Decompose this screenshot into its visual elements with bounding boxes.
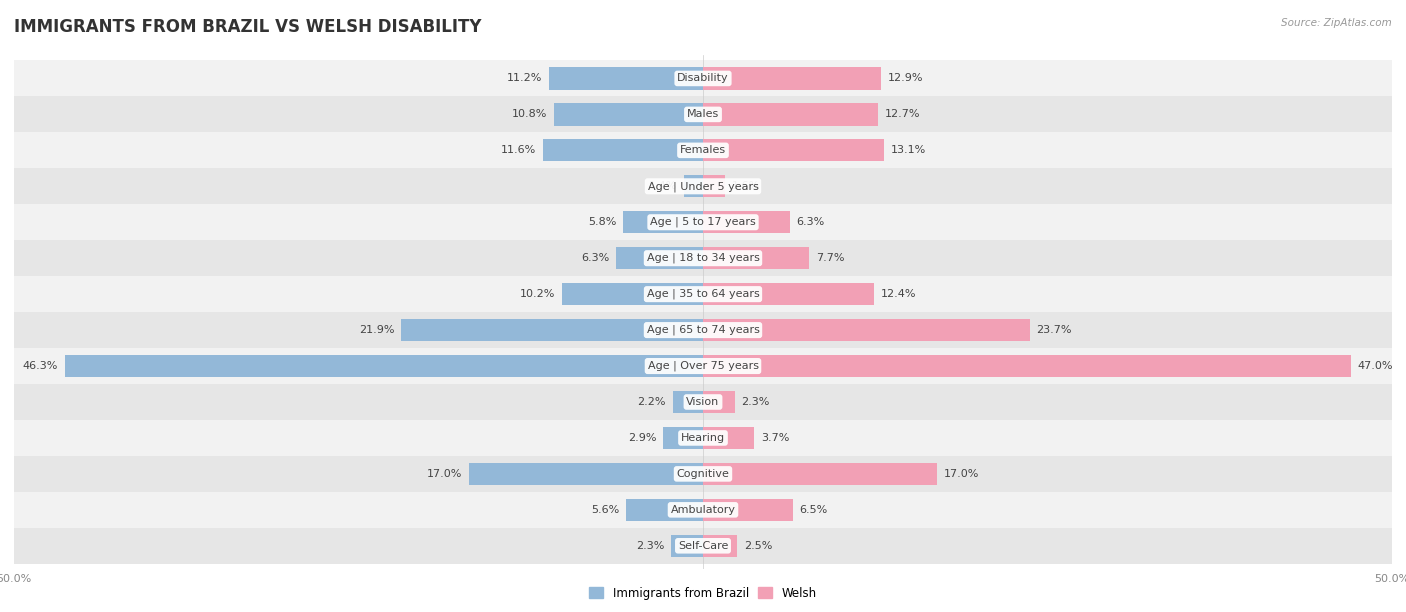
Bar [664, 427, 703, 449]
Text: Age | 18 to 34 years: Age | 18 to 34 years [647, 253, 759, 263]
Text: 5.8%: 5.8% [588, 217, 616, 227]
Text: Vision: Vision [686, 397, 720, 407]
Text: Cognitive: Cognitive [676, 469, 730, 479]
Text: Age | 35 to 64 years: Age | 35 to 64 years [647, 289, 759, 299]
Bar [14, 241, 1392, 276]
Bar [14, 456, 1392, 492]
Bar [562, 283, 703, 305]
Bar [703, 67, 880, 89]
Text: 3.7%: 3.7% [761, 433, 789, 443]
Text: 13.1%: 13.1% [890, 145, 925, 155]
Bar [703, 499, 793, 521]
Bar [14, 132, 1392, 168]
Bar [626, 499, 703, 521]
Text: IMMIGRANTS FROM BRAZIL VS WELSH DISABILITY: IMMIGRANTS FROM BRAZIL VS WELSH DISABILI… [14, 18, 482, 36]
Text: Self-Care: Self-Care [678, 541, 728, 551]
Bar [703, 211, 790, 233]
Bar [672, 391, 703, 413]
Text: 47.0%: 47.0% [1358, 361, 1393, 371]
Bar [401, 319, 703, 341]
Bar [543, 139, 703, 162]
Bar [703, 355, 1351, 377]
Text: 21.9%: 21.9% [359, 325, 394, 335]
Bar [703, 283, 875, 305]
Text: Ambulatory: Ambulatory [671, 505, 735, 515]
Text: Females: Females [681, 145, 725, 155]
Text: Disability: Disability [678, 73, 728, 83]
Bar [671, 535, 703, 557]
Text: 1.6%: 1.6% [733, 181, 761, 192]
Bar [14, 492, 1392, 528]
Bar [14, 97, 1392, 132]
Bar [683, 175, 703, 198]
Text: 10.2%: 10.2% [520, 289, 555, 299]
Bar [14, 348, 1392, 384]
Bar [703, 427, 754, 449]
Text: 17.0%: 17.0% [945, 469, 980, 479]
Text: Males: Males [688, 110, 718, 119]
Text: 2.2%: 2.2% [637, 397, 666, 407]
Text: 2.3%: 2.3% [636, 541, 665, 551]
Text: 11.6%: 11.6% [501, 145, 536, 155]
Text: 12.7%: 12.7% [884, 110, 921, 119]
Text: 7.7%: 7.7% [815, 253, 845, 263]
Text: 12.9%: 12.9% [887, 73, 924, 83]
Bar [703, 391, 735, 413]
Text: 11.2%: 11.2% [506, 73, 541, 83]
Text: Age | Under 5 years: Age | Under 5 years [648, 181, 758, 192]
Text: 46.3%: 46.3% [22, 361, 58, 371]
Bar [554, 103, 703, 125]
Bar [703, 463, 938, 485]
Text: 17.0%: 17.0% [426, 469, 461, 479]
Bar [703, 247, 808, 269]
Text: 6.5%: 6.5% [800, 505, 828, 515]
Text: Age | 65 to 74 years: Age | 65 to 74 years [647, 325, 759, 335]
Bar [703, 103, 877, 125]
Bar [703, 535, 738, 557]
Bar [14, 204, 1392, 241]
Bar [703, 175, 725, 198]
Text: 1.4%: 1.4% [648, 181, 676, 192]
Bar [548, 67, 703, 89]
Bar [14, 420, 1392, 456]
Text: 2.3%: 2.3% [741, 397, 770, 407]
Text: Age | 5 to 17 years: Age | 5 to 17 years [650, 217, 756, 228]
Text: 23.7%: 23.7% [1036, 325, 1071, 335]
Text: Source: ZipAtlas.com: Source: ZipAtlas.com [1281, 18, 1392, 28]
Bar [703, 319, 1029, 341]
Legend: Immigrants from Brazil, Welsh: Immigrants from Brazil, Welsh [585, 582, 821, 605]
Text: 6.3%: 6.3% [581, 253, 609, 263]
Text: Hearing: Hearing [681, 433, 725, 443]
Text: 12.4%: 12.4% [880, 289, 917, 299]
Text: 5.6%: 5.6% [591, 505, 619, 515]
Bar [14, 528, 1392, 564]
Bar [14, 276, 1392, 312]
Text: 10.8%: 10.8% [512, 110, 547, 119]
Text: 2.5%: 2.5% [744, 541, 773, 551]
Bar [616, 247, 703, 269]
Text: 6.3%: 6.3% [797, 217, 825, 227]
Bar [65, 355, 703, 377]
Bar [14, 168, 1392, 204]
Bar [623, 211, 703, 233]
Bar [14, 61, 1392, 97]
Bar [14, 384, 1392, 420]
Text: 2.9%: 2.9% [627, 433, 657, 443]
Text: Age | Over 75 years: Age | Over 75 years [648, 361, 758, 371]
Bar [14, 312, 1392, 348]
Bar [703, 139, 883, 162]
Bar [468, 463, 703, 485]
